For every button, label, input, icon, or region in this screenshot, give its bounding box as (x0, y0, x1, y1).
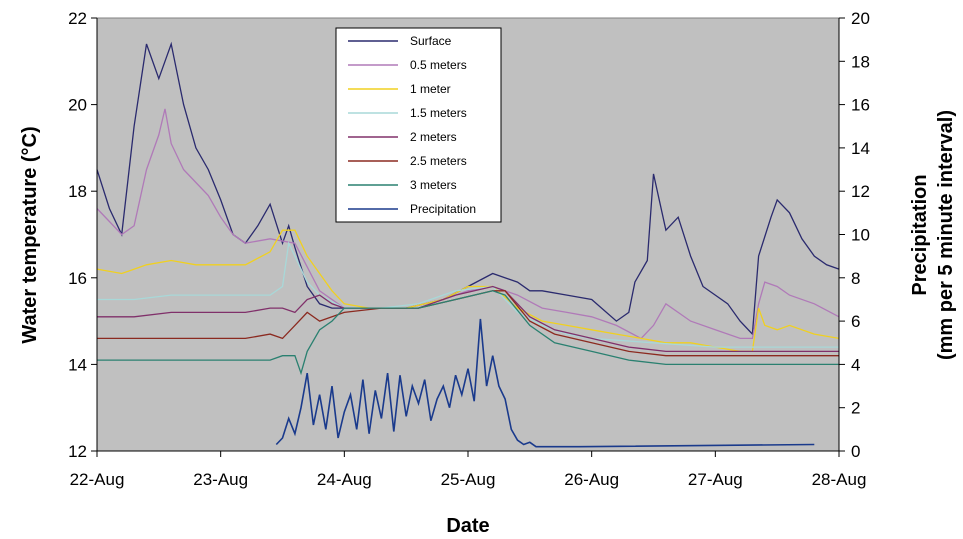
legend-label-precipitation: Precipitation (410, 202, 476, 216)
y2-tick-label: 12 (851, 182, 870, 201)
series-line-surface (96, 41, 840, 336)
y-tick-label: 22 (68, 9, 87, 28)
y2-axis-title-line1: Precipitation (909, 174, 931, 295)
y-tick-label: 18 (68, 182, 87, 201)
legend-label-2-meters: 2 meters (410, 130, 457, 144)
y2-tick-label: 16 (851, 96, 870, 115)
y-tick-label: 20 (68, 96, 87, 115)
x-tick-label: 23-Aug (193, 470, 248, 489)
legend-label-surface: Surface (410, 34, 452, 48)
x-tick-label: 24-Aug (317, 470, 372, 489)
axes-layer: 12 14 16 18 20 22 0 2 4 6 8 10 12 14 16 18 20 22-Aug 23-Au… (68, 9, 870, 489)
legend-box (335, 27, 502, 223)
y-tick-label: 16 (68, 269, 87, 288)
legend-items: Surface 0.5 meters 1 meter 1.5 meters 2 mete… (348, 34, 476, 216)
y-tick-label: 14 (68, 355, 87, 374)
y2-tick-label: 20 (851, 9, 870, 28)
x-tick-label: 26-Aug (564, 470, 619, 489)
x-tick-label: 27-Aug (688, 470, 743, 489)
y2-tick-label: 0 (851, 442, 860, 461)
y2-tick-label: 2 (851, 399, 860, 418)
series-layer (96, 41, 840, 448)
x-tick-label: 22-Aug (70, 470, 125, 489)
legend-label-2-5-meters: 2.5 meters (410, 154, 467, 168)
legend-label-0-5-meters: 0.5 meters (410, 58, 467, 72)
y-tick-label: 12 (68, 442, 87, 461)
y2-tick-label: 10 (851, 226, 870, 245)
y2-tick-label: 4 (851, 355, 860, 374)
y2-tick-label: 6 (851, 312, 860, 331)
y-axis-title: Water temperature (°C) (19, 126, 41, 343)
x-tick-label: 25-Aug (441, 470, 496, 489)
x-tick-label: 28-Aug (812, 470, 867, 489)
y2-tick-label: 8 (851, 269, 860, 288)
series-line-3-meters (97, 290, 839, 376)
series-line-1-meter (96, 229, 840, 353)
y2-axis-title-line2: (mm per 5 minute interval) (935, 110, 957, 360)
y2-tick-label: 14 (851, 139, 870, 158)
x-axis-title: Date (446, 515, 489, 537)
legend-label-1-5-meters: 1.5 meters (410, 106, 467, 120)
legend: Surface 0.5 meters 1 meter 1.5 meters 2 mete… (335, 27, 502, 223)
legend-label-3-meters: 3 meters (410, 178, 457, 192)
legend-label-1-meter: 1 meter (410, 82, 451, 96)
series-line-precipitation (275, 318, 815, 448)
y2-tick-label: 18 (851, 52, 870, 71)
